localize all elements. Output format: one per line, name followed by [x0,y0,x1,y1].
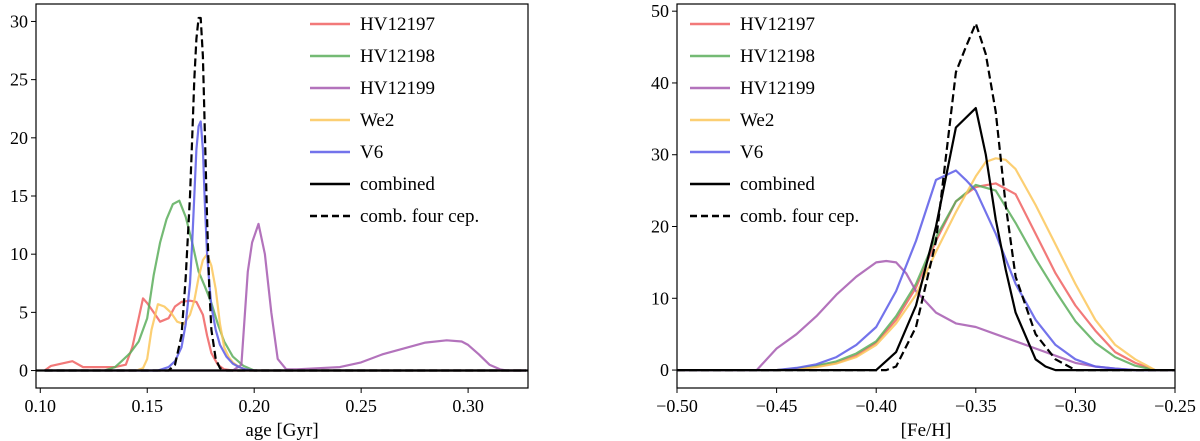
x-tick-label: −0.45 [756,396,798,416]
x-tick-label: −0.50 [656,396,698,416]
series-line-comb-four-cep- [677,22,1175,372]
x-tick-label: −0.25 [1154,396,1196,416]
y-tick-label: 30 [651,145,669,165]
series-line-combined [677,106,1175,372]
series-line-v6 [44,120,526,372]
legend-label: We2 [740,110,774,131]
legend-label: comb. four cep. [360,206,479,227]
legend-label: combined [740,174,815,195]
series-line-hv12199 [44,222,526,372]
legend-label: HV12199 [740,78,815,99]
y-tick-label: 20 [10,128,28,148]
legend-label: comb. four cep. [740,206,859,227]
y-tick-label: 15 [10,186,28,206]
series-group [677,22,1175,372]
x-tick-label: 0.30 [452,396,484,416]
series-line-hv12199 [677,259,1175,372]
legend-label: combined [360,174,435,195]
y-tick-label: 10 [10,244,28,264]
x-tick-label: −0.40 [855,396,897,416]
series-line-we2 [677,157,1175,372]
age-panel: 0.10 0.15 0.20 0.25 0.30 0 5 10 15 20 25 30 age [Gyr… [10,3,529,441]
series-line-hv12198 [44,199,526,372]
x-tick-label: −0.30 [1055,396,1097,416]
x-axis-label: age [Gyr] [245,420,318,441]
legend: HV12197 HV12198 HV12199 We2 V6 combined comb. … [690,14,859,227]
y-tick-label: 0 [660,360,669,380]
y-tick-label: 25 [10,70,28,90]
series-line-v6 [677,169,1175,372]
plot-frame [676,3,1176,389]
feh-panel: −0.50 −0.45 −0.40 −0.35 −0.30 −0.25 0 10 20 30 40 5… [651,1,1196,441]
series-line-comb-four-cep- [44,16,526,372]
series-group [36,16,528,372]
x-tick-label: 0.20 [238,396,270,416]
y-tick-label: 5 [19,302,28,322]
x-axis-label: [Fe/H] [901,420,952,441]
legend-label: HV12197 [360,14,435,35]
legend: HV12197 HV12198 HV12199 We2 V6 combined comb. … [310,14,479,227]
legend-label: V6 [740,142,763,163]
legend-label: We2 [360,110,394,131]
y-tick-label: 10 [651,288,669,308]
x-tick-label: 0.25 [345,396,377,416]
legend-label: HV12199 [360,78,435,99]
y-tick-label: 30 [10,11,28,31]
x-tick-label: −0.35 [955,396,997,416]
y-tick-label: 40 [651,73,669,93]
legend-label: HV12198 [740,46,815,67]
y-tick-label: 20 [651,217,669,237]
legend-label: HV12198 [360,46,435,67]
x-tick-label: 0.15 [131,396,163,416]
legend-label: HV12197 [740,14,815,35]
y-tick-label: 50 [651,1,669,21]
x-tick-label: 0.10 [25,396,57,416]
y-tick-label: 0 [19,361,28,381]
legend-label: V6 [360,142,383,163]
